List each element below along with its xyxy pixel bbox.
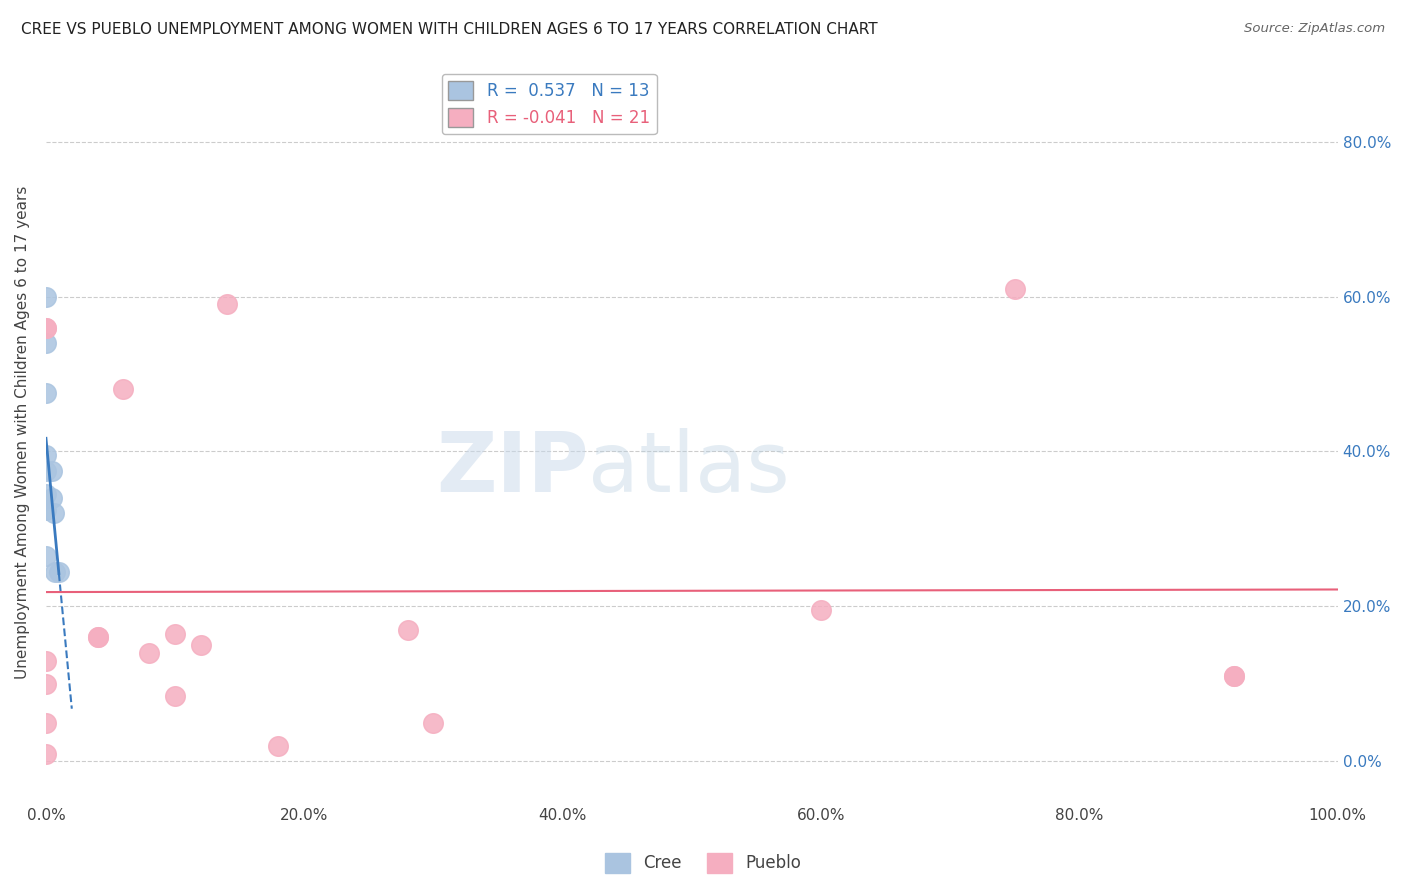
Point <box>165 626 187 640</box>
Point <box>165 689 187 703</box>
Point <box>35 289 58 303</box>
Point <box>1223 669 1246 683</box>
Point <box>1004 282 1026 296</box>
Text: atlas: atlas <box>589 428 790 509</box>
Point <box>35 320 58 334</box>
Point <box>41 464 63 478</box>
Point <box>48 565 70 579</box>
Point <box>1223 669 1246 683</box>
Point <box>35 549 58 563</box>
Point <box>42 507 65 521</box>
Point <box>35 502 58 516</box>
Point <box>35 747 58 761</box>
Point <box>35 336 58 351</box>
Legend: R =  0.537   N = 13, R = -0.041   N = 21: R = 0.537 N = 13, R = -0.041 N = 21 <box>441 74 657 134</box>
Point <box>35 677 58 691</box>
Point <box>396 623 419 637</box>
Y-axis label: Unemployment Among Women with Children Ages 6 to 17 years: Unemployment Among Women with Children A… <box>15 186 30 679</box>
Text: CREE VS PUEBLO UNEMPLOYMENT AMONG WOMEN WITH CHILDREN AGES 6 TO 17 YEARS CORRELA: CREE VS PUEBLO UNEMPLOYMENT AMONG WOMEN … <box>21 22 877 37</box>
Point <box>86 631 108 645</box>
Point <box>86 631 108 645</box>
Point <box>41 491 63 505</box>
Point <box>35 464 58 478</box>
Text: Source: ZipAtlas.com: Source: ZipAtlas.com <box>1244 22 1385 36</box>
Point <box>35 386 58 401</box>
Point <box>267 739 290 753</box>
Point <box>190 638 212 652</box>
Point <box>35 320 58 334</box>
Point <box>35 654 58 668</box>
Point <box>35 715 58 730</box>
Legend: Cree, Pueblo: Cree, Pueblo <box>599 847 807 880</box>
Text: ZIP: ZIP <box>436 428 589 509</box>
Point <box>112 383 135 397</box>
Point <box>810 603 832 617</box>
Point <box>44 565 66 579</box>
Point <box>422 715 444 730</box>
Point <box>35 487 58 501</box>
Point <box>138 646 160 660</box>
Point <box>215 297 238 311</box>
Point <box>35 448 58 462</box>
